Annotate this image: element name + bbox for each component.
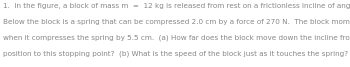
Text: 1.  In the figure, a block of mass m  =  12 kg is released from rest on a fricti: 1. In the figure, a block of mass m = 12… — [3, 3, 350, 9]
Text: Below the block is a spring that can be compressed 2.0 cm by a force of 270 N.  : Below the block is a spring that can be … — [3, 19, 350, 25]
Text: when it compresses the spring by 5.5 cm.  (a) How far does the block move down t: when it compresses the spring by 5.5 cm.… — [3, 35, 350, 41]
Text: position to this stopping point?  (b) What is the speed of the block just as it : position to this stopping point? (b) Wha… — [3, 51, 348, 57]
